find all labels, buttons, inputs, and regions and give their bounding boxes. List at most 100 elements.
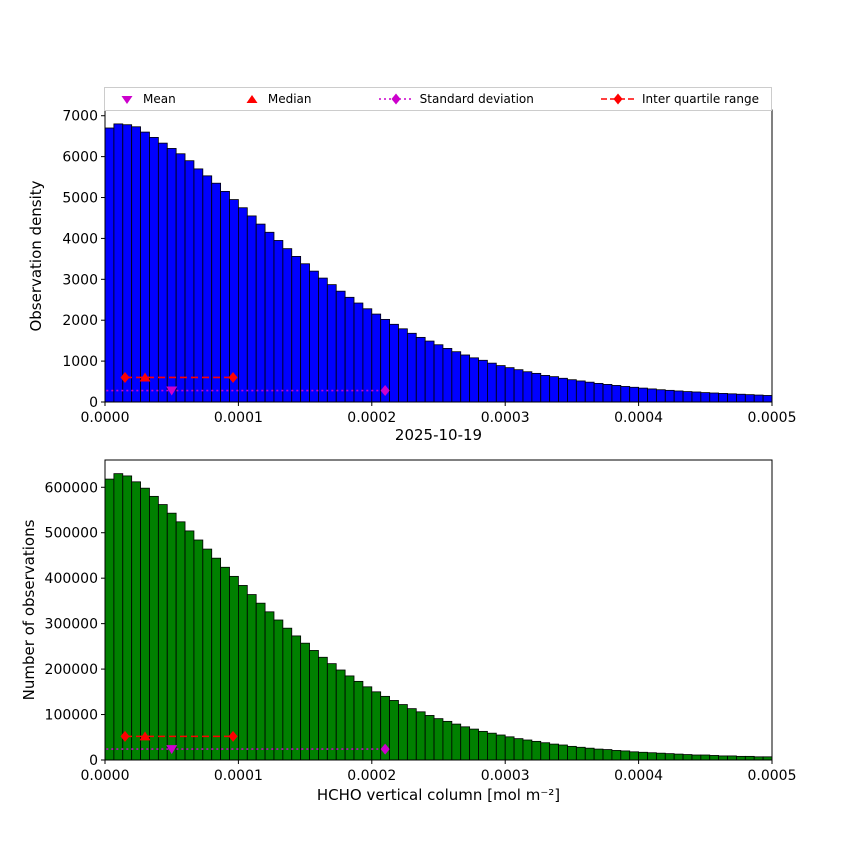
histogram-bar	[406, 332, 417, 403]
x-tick-label: 0.0004	[614, 768, 663, 784]
histogram-bar	[442, 348, 453, 403]
histogram-bar	[398, 328, 408, 403]
histogram-bar	[211, 182, 222, 403]
histogram-bar	[504, 736, 515, 761]
legend-item-mean: Mean	[117, 92, 176, 106]
histogram-bar	[620, 386, 631, 403]
histogram-bar	[487, 362, 497, 403]
histogram-bar	[620, 750, 631, 761]
histogram-bar	[175, 153, 186, 403]
histogram-bar	[442, 720, 453, 761]
histogram-bar	[353, 680, 364, 761]
histogram-bar	[184, 530, 195, 761]
histogram-bar	[318, 277, 328, 403]
histogram-bar	[451, 351, 462, 403]
histogram-bar	[575, 746, 586, 761]
histogram-bar	[326, 284, 337, 403]
legend-label-mean: Mean	[143, 92, 176, 106]
histogram-bar	[398, 704, 408, 761]
histogram-bar	[229, 199, 239, 403]
histogram-bar	[593, 748, 604, 761]
y-tick-label: 6000	[62, 150, 98, 166]
histogram-bar	[513, 369, 524, 403]
legend-label-inter-quartile-range: Inter quartile range	[642, 92, 759, 106]
legend-label-median: Median	[267, 92, 312, 106]
histogram-bar	[273, 619, 284, 761]
histogram-bar	[255, 223, 266, 403]
histogram-bar	[122, 475, 133, 761]
histogram-bar	[549, 743, 559, 761]
histogram-bar	[727, 393, 737, 403]
y-tick-label: 400000	[45, 571, 98, 587]
histogram-bar	[531, 740, 542, 761]
legend-item-median: Median	[242, 92, 312, 106]
histogram-bar	[575, 380, 586, 403]
iqr-left-marker	[120, 730, 130, 742]
histogram-bar	[744, 394, 755, 403]
histogram-bar	[593, 382, 604, 403]
histogram-bar	[433, 344, 444, 403]
histogram-bar	[166, 148, 177, 403]
histogram-bar	[727, 755, 737, 761]
histogram-bar	[193, 539, 204, 761]
histogram-bar	[540, 375, 551, 403]
histogram-bar	[460, 726, 471, 761]
x-tick-label: 0.0002	[347, 410, 396, 426]
histogram-bar	[655, 752, 666, 761]
histogram-bar	[220, 190, 230, 403]
histogram-bar	[460, 354, 471, 403]
histogram-bar	[131, 126, 141, 403]
histogram-bar	[255, 602, 266, 761]
histogram-bar	[122, 124, 133, 403]
date-title: 2025-10-19	[394, 426, 483, 444]
histogram-bar	[629, 751, 640, 761]
median-marker	[139, 731, 151, 741]
histogram-bar	[300, 642, 310, 761]
histogram-bar	[211, 557, 222, 761]
histogram-bar	[246, 594, 257, 761]
y-tick-label: 0	[89, 395, 98, 411]
histogram-bar	[300, 263, 310, 403]
histogram-bar	[629, 386, 640, 403]
histogram-bar	[291, 635, 302, 761]
histogram-bar	[602, 749, 613, 761]
histogram-bar	[237, 585, 248, 761]
histogram-bar	[149, 495, 159, 761]
y-tick-label: 200000	[45, 662, 98, 678]
histogram-bar	[318, 656, 328, 761]
y-tick-label: 7000	[62, 109, 98, 125]
histogram-bar	[113, 473, 124, 761]
y-axis-label-top: Observation density	[27, 180, 45, 332]
x-tick-label: 0.0000	[81, 768, 130, 784]
legend: Mean Median Standard deviation Inter qua…	[104, 87, 772, 111]
histogram-bar	[220, 566, 230, 761]
histogram-bar	[638, 387, 648, 403]
histogram-bar	[362, 308, 373, 403]
histogram-bar	[673, 753, 684, 761]
x-axis-label: HCHO vertical column [mol m⁻²]	[316, 786, 561, 804]
histogram-bar	[495, 365, 506, 403]
histogram-bar	[522, 371, 533, 403]
histogram-bar	[344, 675, 355, 761]
histogram-bar	[691, 391, 702, 403]
y-tick-label: 5000	[62, 191, 98, 207]
histogram-bar	[647, 752, 657, 761]
y-tick-label: 1000	[62, 354, 98, 370]
histogram-bar	[202, 175, 213, 403]
histogram-bar	[664, 753, 675, 761]
histogram-bar	[709, 755, 720, 761]
histogram-bar	[104, 127, 115, 403]
iqr-right-marker	[228, 730, 238, 742]
histogram-bar	[424, 340, 435, 403]
histogram-bar	[104, 478, 115, 761]
histogram-bar	[131, 481, 141, 761]
histogram-bar	[691, 754, 702, 761]
median-marker	[139, 372, 151, 382]
x-tick-label: 0.0004	[614, 410, 663, 426]
iqr-left-marker	[120, 371, 130, 383]
histogram-bar	[406, 708, 417, 761]
histogram-bar	[602, 384, 613, 403]
histogram-bar	[567, 379, 577, 403]
histogram-bar	[736, 755, 746, 761]
histogram-bar	[166, 512, 177, 761]
